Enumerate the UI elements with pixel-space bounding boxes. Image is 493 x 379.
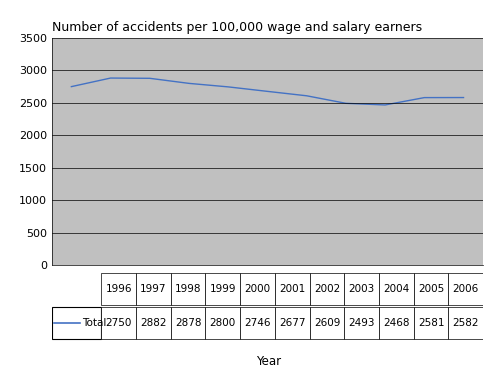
Bar <box>136 307 171 339</box>
Bar <box>240 307 275 339</box>
Text: 2882: 2882 <box>140 318 167 328</box>
Text: 1998: 1998 <box>175 284 201 294</box>
Bar <box>171 273 206 305</box>
Text: 2878: 2878 <box>175 318 201 328</box>
Text: 2004: 2004 <box>383 284 410 294</box>
Text: 2677: 2677 <box>279 318 306 328</box>
Bar <box>206 273 240 305</box>
Bar <box>310 307 344 339</box>
Bar <box>275 273 310 305</box>
Bar <box>240 273 275 305</box>
Bar <box>449 307 483 339</box>
Bar <box>310 273 344 305</box>
Text: Total: Total <box>82 318 106 328</box>
Bar <box>171 307 206 339</box>
Text: 1999: 1999 <box>210 284 236 294</box>
Text: 1996: 1996 <box>106 284 132 294</box>
Text: 2000: 2000 <box>245 284 271 294</box>
Text: 2800: 2800 <box>210 318 236 328</box>
Bar <box>102 273 136 305</box>
Bar <box>414 307 449 339</box>
Text: 2609: 2609 <box>314 318 340 328</box>
Text: 1997: 1997 <box>140 284 167 294</box>
Text: 2003: 2003 <box>349 284 375 294</box>
Bar <box>379 307 414 339</box>
Bar <box>52 307 102 339</box>
Text: 2493: 2493 <box>349 318 375 328</box>
Bar <box>102 307 136 339</box>
Text: 2006: 2006 <box>453 284 479 294</box>
Bar <box>344 307 379 339</box>
Text: Number of accidents per 100,000 wage and salary earners: Number of accidents per 100,000 wage and… <box>52 21 422 34</box>
Bar <box>344 273 379 305</box>
Bar <box>136 273 171 305</box>
Bar <box>275 307 310 339</box>
Text: 2002: 2002 <box>314 284 340 294</box>
Text: 2746: 2746 <box>245 318 271 328</box>
Text: 2581: 2581 <box>418 318 444 328</box>
Text: 2468: 2468 <box>383 318 410 328</box>
Bar <box>379 273 414 305</box>
Bar <box>449 273 483 305</box>
Bar <box>206 307 240 339</box>
Text: 2005: 2005 <box>418 284 444 294</box>
Text: 2750: 2750 <box>106 318 132 328</box>
Text: 2582: 2582 <box>453 318 479 328</box>
Bar <box>414 273 449 305</box>
Text: Year: Year <box>256 355 281 368</box>
Text: 2001: 2001 <box>279 284 305 294</box>
